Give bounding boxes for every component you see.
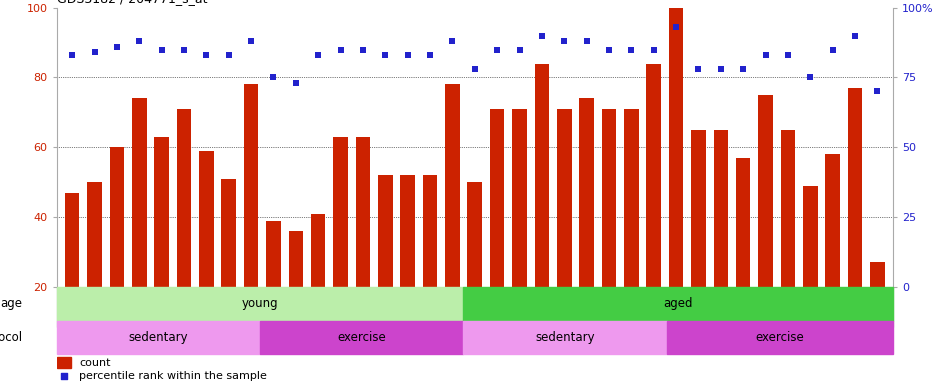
- Bar: [667, 321, 893, 354]
- Point: [780, 52, 795, 58]
- Bar: [736, 158, 751, 357]
- Point: [646, 46, 661, 53]
- Point: [355, 46, 370, 53]
- Bar: [803, 185, 818, 357]
- Point: [490, 46, 505, 53]
- Point: [57, 373, 72, 379]
- Point: [736, 66, 751, 72]
- Point: [445, 38, 460, 44]
- Bar: [132, 98, 147, 357]
- Bar: [691, 130, 706, 357]
- Bar: [267, 220, 281, 357]
- Point: [65, 52, 80, 58]
- Bar: [713, 130, 728, 357]
- Point: [333, 46, 349, 53]
- Bar: [557, 109, 572, 357]
- Point: [176, 46, 191, 53]
- Bar: [88, 182, 102, 357]
- Point: [244, 38, 259, 44]
- Point: [758, 52, 773, 58]
- Point: [869, 88, 885, 94]
- Point: [467, 66, 482, 72]
- Text: exercise: exercise: [337, 331, 386, 344]
- Bar: [244, 84, 258, 357]
- Bar: [57, 321, 260, 354]
- Bar: [646, 63, 661, 357]
- Bar: [848, 88, 862, 357]
- Point: [803, 74, 818, 81]
- Text: young: young: [242, 297, 278, 310]
- Bar: [177, 109, 191, 357]
- Bar: [65, 193, 79, 357]
- Bar: [512, 109, 527, 357]
- Bar: [199, 151, 214, 357]
- Bar: [400, 175, 414, 357]
- Bar: [423, 175, 437, 357]
- Bar: [356, 137, 370, 357]
- Point: [557, 38, 572, 44]
- Point: [579, 38, 594, 44]
- Bar: [221, 179, 236, 357]
- Point: [690, 66, 706, 72]
- Text: GDS3182 / 204771_s_at: GDS3182 / 204771_s_at: [57, 0, 207, 5]
- Point: [534, 33, 549, 39]
- Text: exercise: exercise: [755, 331, 804, 344]
- Point: [713, 66, 728, 72]
- Point: [154, 46, 170, 53]
- Text: age: age: [1, 297, 23, 310]
- Bar: [467, 182, 482, 357]
- Point: [87, 49, 102, 55]
- Text: count: count: [79, 358, 110, 368]
- Point: [825, 46, 840, 53]
- Bar: [490, 109, 504, 357]
- Point: [669, 24, 684, 30]
- Point: [848, 33, 863, 39]
- Point: [512, 46, 527, 53]
- Point: [109, 44, 124, 50]
- Text: aged: aged: [663, 297, 693, 310]
- Bar: [535, 63, 549, 357]
- Bar: [109, 147, 124, 357]
- Bar: [602, 109, 616, 357]
- Bar: [446, 84, 460, 357]
- Bar: [260, 321, 463, 354]
- Point: [378, 52, 393, 58]
- Point: [132, 38, 147, 44]
- Text: percentile rank within the sample: percentile rank within the sample: [79, 371, 267, 381]
- Bar: [154, 137, 169, 357]
- Point: [288, 80, 303, 86]
- Point: [400, 52, 415, 58]
- Bar: [624, 109, 639, 357]
- Bar: [870, 262, 885, 357]
- Text: sedentary: sedentary: [128, 331, 188, 344]
- Point: [601, 46, 616, 53]
- Bar: [463, 321, 667, 354]
- Bar: [463, 287, 893, 321]
- Bar: [288, 231, 303, 357]
- Bar: [669, 8, 683, 357]
- Bar: [57, 357, 71, 368]
- Bar: [333, 137, 348, 357]
- Text: sedentary: sedentary: [535, 331, 595, 344]
- Point: [311, 52, 326, 58]
- Bar: [579, 98, 593, 357]
- Point: [266, 74, 281, 81]
- Point: [423, 52, 438, 58]
- Point: [221, 52, 236, 58]
- Bar: [825, 154, 840, 357]
- Bar: [758, 95, 772, 357]
- Point: [199, 52, 214, 58]
- Bar: [378, 175, 393, 357]
- Bar: [781, 130, 795, 357]
- Point: [624, 46, 639, 53]
- Bar: [311, 214, 326, 357]
- Bar: [57, 287, 463, 321]
- Text: protocol: protocol: [0, 331, 23, 344]
